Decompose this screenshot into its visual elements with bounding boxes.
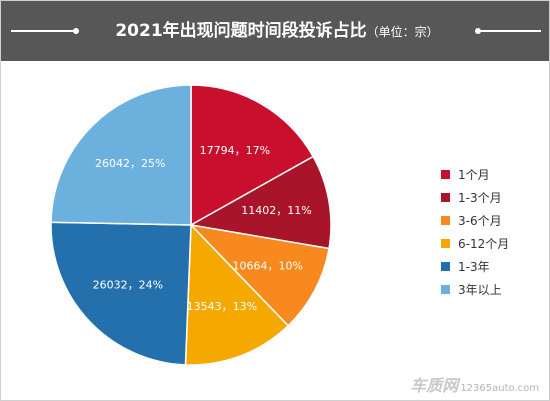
legend-label: 1个月 — [458, 168, 490, 182]
legend-swatch — [441, 193, 450, 202]
pie-slice-2 — [188, 155, 332, 250]
pie-slice-6 — [50, 84, 192, 226]
legend-item-2: 1-3个月 — [441, 186, 509, 209]
pie-chart: 17794，17% 11402，11% 10664，10% 13543，13% 2603… — [50, 84, 332, 366]
title-decoration-left — [11, 30, 75, 32]
legend-label: 3年以上 — [458, 283, 502, 297]
watermark: 车质网 12365auto.com — [410, 372, 539, 396]
watermark-url: 12365auto.com — [460, 383, 539, 394]
legend-swatch — [441, 170, 450, 179]
title-bar: 2021年出现问题时间段投诉占比（单位：宗） — [1, 1, 549, 61]
legend-item-5: 1-3年 — [441, 255, 509, 278]
pie-slice-1 — [190, 84, 315, 227]
legend-item-6: 3年以上 — [441, 278, 509, 301]
legend-swatch — [441, 285, 450, 294]
pie-slice-4 — [184, 223, 290, 366]
legend-item-4: 6-12个月 — [441, 232, 509, 255]
legend-label: 1-3年 — [458, 260, 490, 274]
legend-item-3: 3-6个月 — [441, 209, 509, 232]
chart-title: 2021年出现问题时间段投诉占比（单位：宗） — [83, 19, 471, 44]
title-dot-left — [73, 28, 79, 34]
legend-swatch — [441, 239, 450, 248]
slice-data-label-1: 17794，17% — [200, 144, 270, 157]
slice-data-label-4: 13543，13% — [187, 300, 257, 313]
pie-slice-3 — [188, 223, 330, 327]
slice-data-label-5: 26032，24% — [93, 279, 163, 292]
chart-title-main: 2021年出现问题时间段投诉占比 — [115, 21, 367, 41]
legend-swatch — [441, 262, 450, 271]
slice-data-label-2: 11402，11% — [241, 204, 311, 217]
chart-legend: 1个月 1-3个月 3-6个月 6-12个月 1-3年 3年以上 — [441, 163, 509, 301]
legend-item-1: 1个月 — [441, 163, 509, 186]
legend-label: 1-3个月 — [458, 191, 502, 205]
legend-swatch — [441, 216, 450, 225]
pie-slice-5 — [50, 221, 192, 366]
slice-data-label-6: 26042，25% — [95, 157, 165, 170]
watermark-logo: 车质网 — [410, 376, 459, 395]
legend-label: 3-6个月 — [458, 214, 502, 228]
slice-data-label-3: 10664，10% — [233, 260, 303, 273]
legend-label: 6-12个月 — [458, 237, 510, 251]
title-decoration-right — [477, 30, 541, 32]
chart-title-unit: （单位：宗） — [366, 25, 439, 39]
